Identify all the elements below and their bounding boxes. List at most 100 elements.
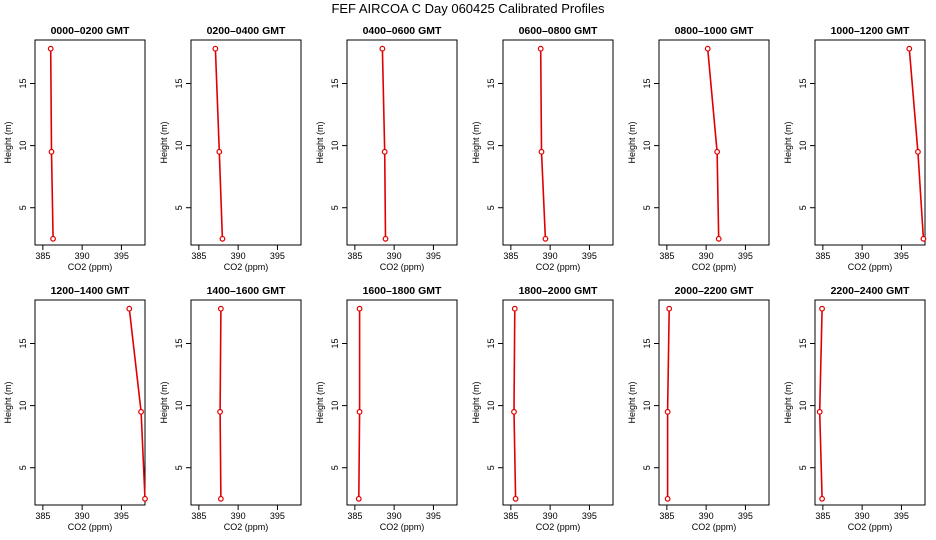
data-point [381,148,388,155]
x-tick-label: 390 [855,511,870,521]
y-tick-label: 10 [330,401,340,411]
data-point [212,45,219,52]
data-point [906,45,913,52]
x-tick-label: 390 [231,511,246,521]
x-tick-label: 395 [738,511,753,521]
data-point [664,408,671,415]
y-axis-label: Height (m) [783,381,793,423]
data-point [819,305,825,312]
plot-frame [814,299,926,506]
x-tick-label: 390 [75,511,90,521]
panel-title: 0200–0400 GMT [207,25,286,37]
data-point [819,495,825,502]
profile-line [49,48,54,239]
profile-line [539,48,547,239]
data-point [138,408,144,415]
x-tick-label: 385 [35,511,50,521]
y-tick-label: 15 [330,338,340,348]
profile-line [513,308,517,499]
data-point [217,408,223,415]
panel-title: 1800–2000 GMT [519,285,598,297]
plot-frame [190,299,302,506]
y-tick-label: 5 [174,205,184,210]
y-tick-label: 15 [18,338,28,348]
x-tick-label: 395 [114,251,129,261]
data-point [216,148,223,155]
data-point [217,305,224,312]
data-point [920,235,927,242]
data-point [816,408,823,415]
x-tick-label: 395 [426,511,441,521]
plot-frame [814,39,926,246]
panel-title: 1600–1800 GMT [363,285,442,297]
y-tick-label: 5 [486,465,496,470]
plot-frame [658,299,770,506]
y-axis-label: Height (m) [315,381,325,423]
x-axis-label: CO2 (ppm) [380,262,425,272]
plot-frame [34,39,146,246]
y-tick-label: 5 [18,205,28,210]
x-tick-label: 395 [426,251,441,261]
data-point [356,305,363,312]
y-tick-label: 10 [642,401,652,411]
y-tick-label: 15 [174,78,184,88]
y-tick-label: 15 [330,78,340,88]
y-axis-label: Height (m) [315,121,325,163]
x-axis-label: CO2 (ppm) [68,522,113,532]
x-tick-label: 385 [659,251,674,261]
data-point [356,408,363,415]
y-tick-label: 10 [330,141,340,151]
x-tick-label: 385 [815,511,830,521]
profile-line [358,308,361,499]
x-tick-label: 395 [894,251,909,261]
x-tick-label: 395 [582,251,597,261]
x-tick-label: 390 [387,511,402,521]
data-point [538,148,545,155]
y-axis-label: Height (m) [783,121,793,163]
y-tick-label: 5 [798,465,808,470]
x-tick-label: 390 [387,251,402,261]
data-point [48,148,55,155]
x-tick-label: 395 [270,511,285,521]
x-tick-label: 385 [503,251,518,261]
x-tick-label: 395 [270,251,285,261]
y-axis-label: Height (m) [3,381,13,423]
y-tick-label: 5 [330,465,340,470]
x-tick-label: 395 [894,511,909,521]
x-tick-label: 385 [815,251,830,261]
y-axis-label: Height (m) [3,121,13,163]
x-tick-label: 385 [347,511,362,521]
y-tick-label: 15 [486,78,496,88]
data-point [666,305,673,312]
panel-title: 0000–0200 GMT [51,25,130,37]
data-point [664,495,671,502]
panel-title: 2200–2400 GMT [831,285,910,297]
panel-title: 0600–0800 GMT [519,25,598,37]
y-tick-label: 10 [486,141,496,151]
data-point [915,148,921,155]
panel-title: 1400–1600 GMT [207,285,286,297]
data-point [704,45,711,52]
data-point [511,305,518,312]
x-axis-label: CO2 (ppm) [380,522,425,532]
x-tick-label: 385 [35,251,50,261]
panel-title: 0800–1000 GMT [675,25,754,37]
x-axis-label: CO2 (ppm) [536,262,581,272]
y-axis-label: Height (m) [471,121,481,163]
y-tick-label: 10 [798,141,808,151]
x-axis-label: CO2 (ppm) [68,262,113,272]
x-tick-label: 385 [503,511,518,521]
data-point [382,235,389,242]
y-axis-label: Height (m) [627,121,637,163]
data-point [126,305,133,312]
y-tick-label: 10 [174,141,184,151]
